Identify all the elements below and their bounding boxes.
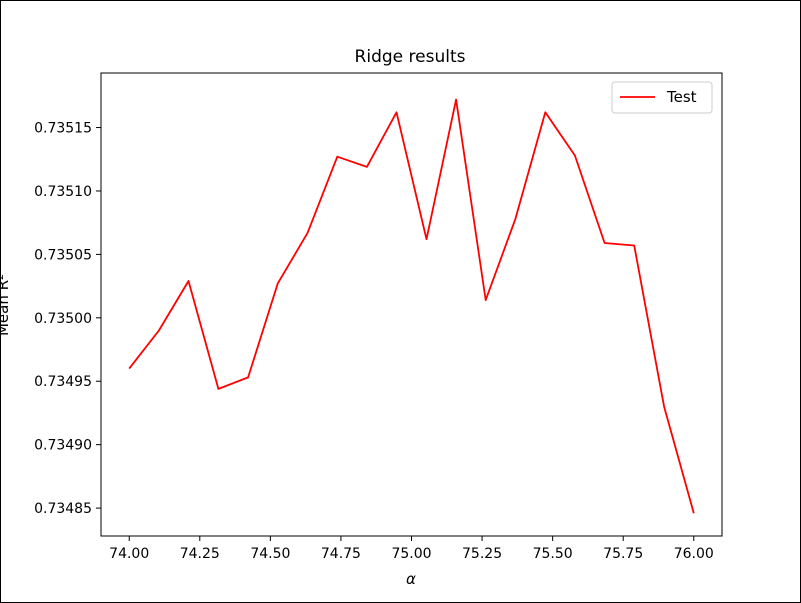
chart-title: Ridge results xyxy=(355,47,466,67)
x-axis: 74.00 74.25 74.50 74.75 75.00 75.25 75.50 75.75… xyxy=(109,536,714,562)
x-tick-label: 75.50 xyxy=(533,546,573,562)
y-tick-label: 0.73500 xyxy=(34,311,92,327)
y-axis: 0.73485 0.73490 0.73495 0.73500 0.73505 0.735… xyxy=(34,121,101,517)
x-tick-label: 75.25 xyxy=(462,546,502,562)
y-tick-label: 0.73490 xyxy=(34,438,92,454)
x-tick-label: 74.50 xyxy=(250,546,290,562)
x-tick-label: 75.00 xyxy=(391,546,431,562)
y-axis-label: Mean R² xyxy=(0,274,12,336)
x-tick-label: 76.00 xyxy=(674,546,714,562)
legend-box xyxy=(611,81,713,114)
x-tick-label: 74.25 xyxy=(180,546,220,562)
series-line-test xyxy=(128,98,695,514)
y-tick-label: 0.73495 xyxy=(34,374,92,390)
x-tick-label: 74.75 xyxy=(321,546,361,562)
legend: Test xyxy=(611,81,713,114)
x-tick-label: 75.75 xyxy=(603,546,643,562)
x-tick-label: 74.00 xyxy=(109,546,149,562)
y-tick-label: 0.73515 xyxy=(34,121,92,137)
legend-label-test: Test xyxy=(666,88,697,106)
y-tick-label: 0.73485 xyxy=(34,501,92,517)
x-axis-label: α xyxy=(406,570,416,588)
y-tick-label: 0.73505 xyxy=(34,247,92,263)
y-tick-label: 0.73510 xyxy=(34,184,92,200)
